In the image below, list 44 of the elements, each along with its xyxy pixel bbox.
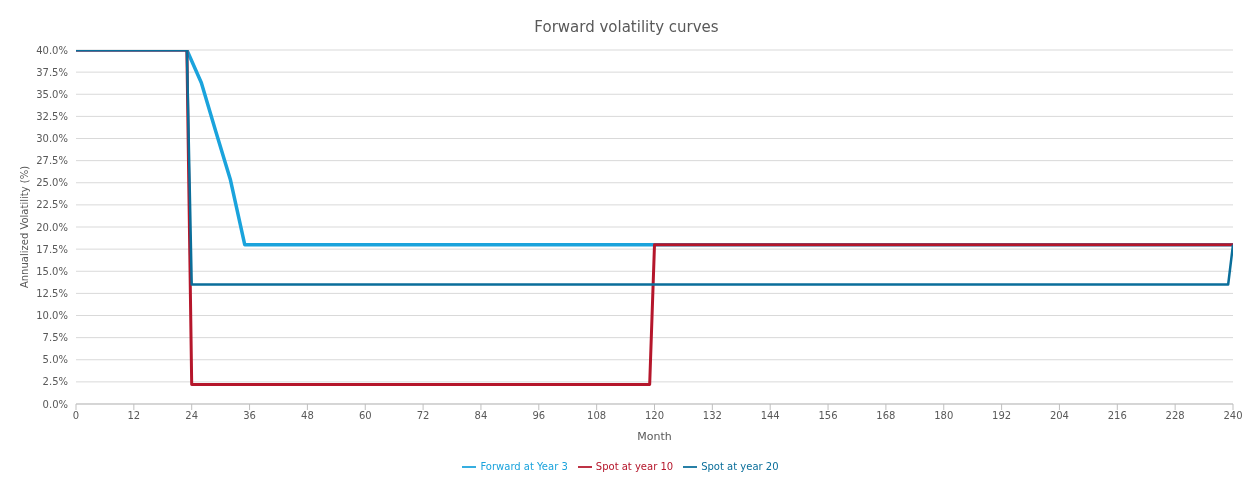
y-tick-label: 32.5% [36,110,68,122]
y-tick-label: 22.5% [36,199,68,211]
legend-label: Forward at Year 3 [480,461,568,472]
y-tick-label: 10.0% [36,310,68,322]
x-tick-label: 84 [474,410,488,422]
y-tick-label: 37.5% [36,66,68,78]
y-tick-label: 35.0% [36,88,68,100]
x-tick-label: 228 [1165,410,1185,422]
y-tick-label: 15.0% [36,265,68,277]
x-tick-label: 96 [532,410,546,422]
y-tick-label: 40.0% [36,44,68,56]
y-tick-label: 12.5% [36,287,68,299]
y-tick-label: 5.0% [42,354,68,366]
x-tick-label: 132 [702,410,722,422]
x-tick-label: 168 [876,410,896,422]
y-tick-label: 7.5% [42,332,68,344]
x-tick-label: 240 [1223,410,1243,422]
x-tick-label: 108 [587,410,607,422]
x-tick-label: 192 [992,410,1012,422]
x-tick-label: 120 [644,410,665,422]
y-tick-label: 2.5% [42,376,68,388]
x-axis-title: Month [637,430,672,443]
x-tick-label: 24 [185,410,199,422]
x-tick-label: 12 [127,410,141,422]
x-tick-label: 144 [760,410,780,422]
x-tick-label: 72 [416,410,430,422]
x-tick-label: 180 [934,410,954,422]
x-tick-label: 0 [72,410,80,422]
x-tick-label: 204 [1049,410,1069,422]
y-tick-label: 17.5% [36,243,68,255]
x-tick-label: 60 [358,410,372,422]
chart-title: Forward volatility curves [533,17,720,38]
y-tick-label: 0.0% [42,398,68,410]
x-tick-label: 36 [243,410,256,422]
legend-label: Spot at year 10 [595,461,674,472]
x-tick-label: 48 [301,410,314,422]
y-tick-label: 27.5% [36,155,68,167]
y-tick-label: 25.0% [36,177,68,189]
x-tick-label: 156 [818,410,838,422]
y-tick-label: 20.0% [36,221,68,233]
legend-label: Spot at year 20 [701,461,779,472]
x-tick-label: 216 [1107,410,1127,422]
y-tick-label: 30.0% [36,133,68,145]
y-axis-title: Annualized Volatility (%) [18,165,30,289]
